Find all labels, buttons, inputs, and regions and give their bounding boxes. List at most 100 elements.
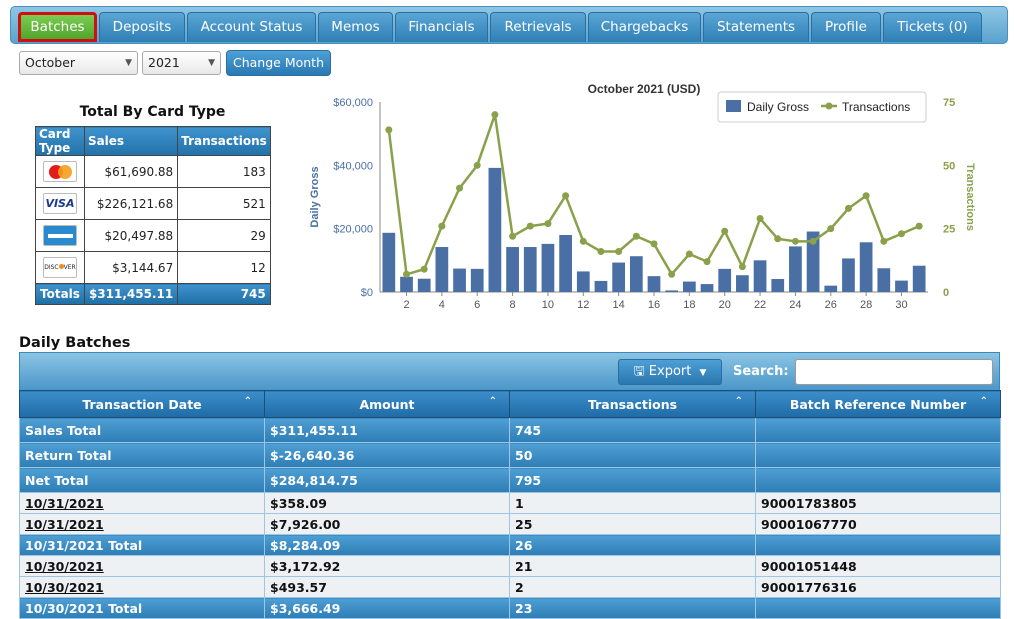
tab-memos[interactable]: Memos bbox=[318, 12, 393, 42]
y2-tick-label: 0 bbox=[943, 287, 949, 299]
bar-daily-gross bbox=[470, 268, 484, 292]
tab-deposits[interactable]: Deposits bbox=[99, 12, 185, 42]
bar-daily-gross bbox=[665, 290, 679, 292]
x-tick-label: 16 bbox=[648, 299, 660, 311]
total-transactions: 26 bbox=[509, 534, 756, 556]
bar-daily-gross bbox=[594, 280, 608, 292]
column-header-amount[interactable]: Amount ⌃ bbox=[264, 390, 510, 418]
search-input[interactable] bbox=[795, 359, 993, 385]
point-transactions bbox=[544, 220, 552, 228]
tab-account-status[interactable]: Account Status bbox=[187, 12, 316, 42]
tab-batches[interactable]: Batches bbox=[18, 12, 97, 42]
x-tick-label: 26 bbox=[825, 299, 837, 311]
bar-daily-gross bbox=[895, 280, 908, 292]
legend-label: Transactions bbox=[842, 100, 910, 114]
year-select[interactable]: 2021 ▼ bbox=[142, 51, 221, 75]
date-link[interactable]: 10/30/2021 bbox=[19, 576, 265, 598]
bar-daily-gross bbox=[842, 258, 855, 292]
y-tick-label: $60,000 bbox=[333, 97, 373, 109]
bar-daily-gross bbox=[824, 285, 838, 292]
bar-daily-gross bbox=[789, 246, 802, 292]
reference-cell: 90001776316 bbox=[755, 576, 1001, 598]
date-total-row: 10/30/2021 Total $3,666.49 23 bbox=[19, 597, 1001, 619]
y-tick-label: $20,000 bbox=[333, 224, 373, 236]
date-link[interactable]: 10/31/2021 bbox=[19, 513, 265, 535]
x-tick-label: 22 bbox=[754, 299, 766, 311]
x-tick-label: 14 bbox=[613, 299, 625, 311]
total-label: 10/31/2021 Total bbox=[19, 534, 265, 556]
column-header: Sales bbox=[83, 126, 179, 156]
summary-transactions: 795 bbox=[509, 467, 756, 493]
tab-financials[interactable]: Financials bbox=[395, 12, 488, 42]
bar-daily-gross bbox=[400, 276, 413, 292]
column-header-batch-reference[interactable]: Batch Reference Number ⌃ bbox=[755, 390, 1001, 418]
column-header: Transactions bbox=[177, 126, 271, 156]
sort-icon: ⌃ bbox=[488, 396, 497, 407]
bar-daily-gross bbox=[523, 247, 537, 292]
chart-title: October 2021 (USD) bbox=[588, 82, 701, 96]
bar-daily-gross bbox=[417, 278, 431, 292]
tab-profile[interactable]: Profile bbox=[811, 12, 881, 42]
point-transactions bbox=[420, 265, 428, 273]
bar-daily-gross bbox=[629, 256, 643, 292]
y-tick-label: $40,000 bbox=[333, 160, 373, 172]
card-transactions: 29 bbox=[177, 219, 271, 252]
point-transactions bbox=[774, 235, 782, 243]
table-row: 10/30/2021 $493.57 2 90001776316 bbox=[19, 576, 1001, 598]
tab-tickets[interactable]: Tickets (0) bbox=[883, 12, 982, 42]
tab-statements[interactable]: Statements bbox=[703, 12, 809, 42]
summary-row: Sales Total $311,455.11 745 bbox=[19, 417, 1001, 443]
export-label: Export bbox=[648, 364, 692, 379]
y2-axis-label: Transactions bbox=[964, 163, 976, 231]
reference-cell: 90001067770 bbox=[755, 513, 1001, 535]
point-transactions bbox=[579, 237, 587, 245]
point-transactions bbox=[721, 227, 729, 235]
bar-daily-gross bbox=[682, 281, 696, 292]
transactions-cell: 2 bbox=[509, 576, 756, 598]
total-amount: $3,666.49 bbox=[264, 597, 510, 619]
amex-icon bbox=[42, 225, 77, 246]
reference-cell: 90001051448 bbox=[755, 555, 1001, 577]
bar-daily-gross bbox=[382, 232, 396, 292]
column-header: Card Type bbox=[35, 126, 85, 156]
tab-retrievals[interactable]: Retrievals bbox=[490, 12, 586, 42]
daily-batches-title: Daily Batches bbox=[19, 335, 131, 351]
month-select[interactable]: October ▼ bbox=[19, 51, 138, 75]
export-button[interactable]: 🖫 Export ▼ bbox=[618, 359, 722, 385]
bar-daily-gross bbox=[718, 268, 732, 292]
tab-chargebacks[interactable]: Chargebacks bbox=[588, 12, 701, 42]
date-total-row: 10/31/2021 Total $8,284.09 26 bbox=[19, 534, 1001, 556]
table-row: $61,690.88 183 bbox=[35, 155, 271, 188]
point-transactions bbox=[844, 204, 852, 212]
point-transactions bbox=[650, 240, 658, 248]
summary-amount: $-26,640.36 bbox=[264, 442, 510, 468]
table-row: 10/31/2021 $7,926.00 25 90001067770 bbox=[19, 513, 1001, 535]
daily-gross-chart: October 2021 (USD) $0 $20,000 $40,000 $60,00… bbox=[309, 82, 976, 311]
point-transactions bbox=[403, 270, 411, 278]
totals-label: Totals bbox=[35, 283, 85, 305]
transactions-cell: 21 bbox=[509, 555, 756, 577]
change-month-button[interactable]: Change Month bbox=[226, 50, 331, 76]
y-axis-label: Daily Gross bbox=[309, 166, 321, 227]
total-amount: $8,284.09 bbox=[264, 534, 510, 556]
column-header-transactions[interactable]: Transactions ⌃ bbox=[509, 390, 756, 418]
column-header-transaction-date[interactable]: Transaction Date ⌃ bbox=[19, 390, 265, 418]
bar-daily-gross bbox=[559, 235, 572, 292]
point-transactions bbox=[526, 222, 534, 230]
x-tick-label: 4 bbox=[439, 299, 445, 311]
discover-icon: DISC VER bbox=[42, 257, 77, 278]
summary-amount: $311,455.11 bbox=[264, 417, 510, 443]
bar-daily-gross bbox=[859, 242, 873, 292]
date-link[interactable]: 10/30/2021 bbox=[19, 555, 265, 577]
summary-label: Sales Total bbox=[19, 417, 265, 443]
search-label: Search: bbox=[733, 364, 789, 379]
card-transactions: 521 bbox=[177, 187, 271, 220]
table-row: 10/31/2021 $358.09 1 90001783805 bbox=[19, 492, 1001, 514]
x-tick-label: 28 bbox=[860, 299, 872, 311]
bar-daily-gross bbox=[612, 262, 626, 292]
card-sales: $61,690.88 bbox=[83, 155, 179, 188]
date-link[interactable]: 10/31/2021 bbox=[19, 492, 265, 514]
reference-cell: 90001783805 bbox=[755, 492, 1001, 514]
save-icon: 🖫 bbox=[633, 364, 645, 379]
summary-amount: $284,814.75 bbox=[264, 467, 510, 493]
